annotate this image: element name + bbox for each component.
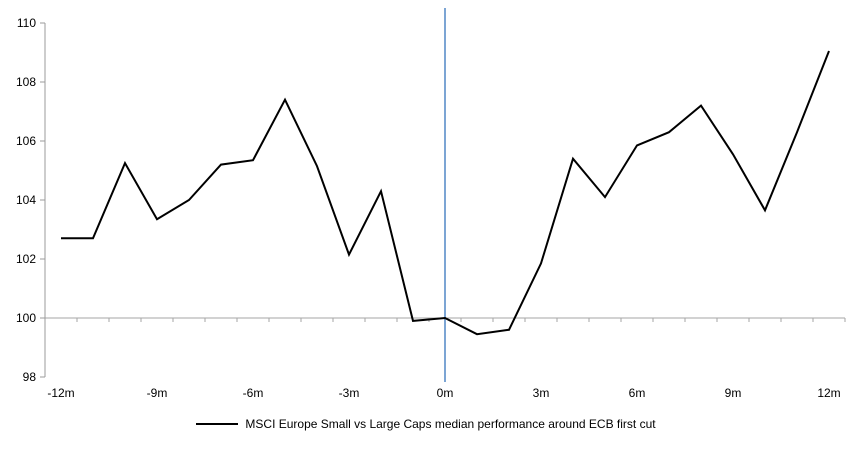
x-tick-label: 12m <box>817 386 840 400</box>
y-tick-label: 104 <box>16 193 36 207</box>
y-tick-label: 100 <box>16 311 36 325</box>
x-tick-label: 6m <box>629 386 646 400</box>
x-tick-label: -9m <box>147 386 168 400</box>
series-line <box>61 50 830 336</box>
legend-label: MSCI Europe Small vs Large Caps median p… <box>245 417 656 431</box>
x-tick-label: -6m <box>243 386 264 400</box>
y-tick-label: 102 <box>16 252 36 266</box>
y-tick-label: 98 <box>23 370 37 384</box>
y-tick-label: 110 <box>17 16 36 30</box>
x-tick-label: -12m <box>47 386 74 400</box>
x-tick-label: -3m <box>339 386 360 400</box>
x-tick-label: 0m <box>437 386 454 400</box>
legend-line-sample <box>196 423 239 425</box>
x-tick-label: 3m <box>533 386 550 400</box>
legend: MSCI Europe Small vs Large Caps median p… <box>0 417 852 431</box>
y-tick-label: 106 <box>16 134 36 148</box>
y-tick-label: 108 <box>16 75 36 89</box>
x-tick-label: 9m <box>725 386 742 400</box>
